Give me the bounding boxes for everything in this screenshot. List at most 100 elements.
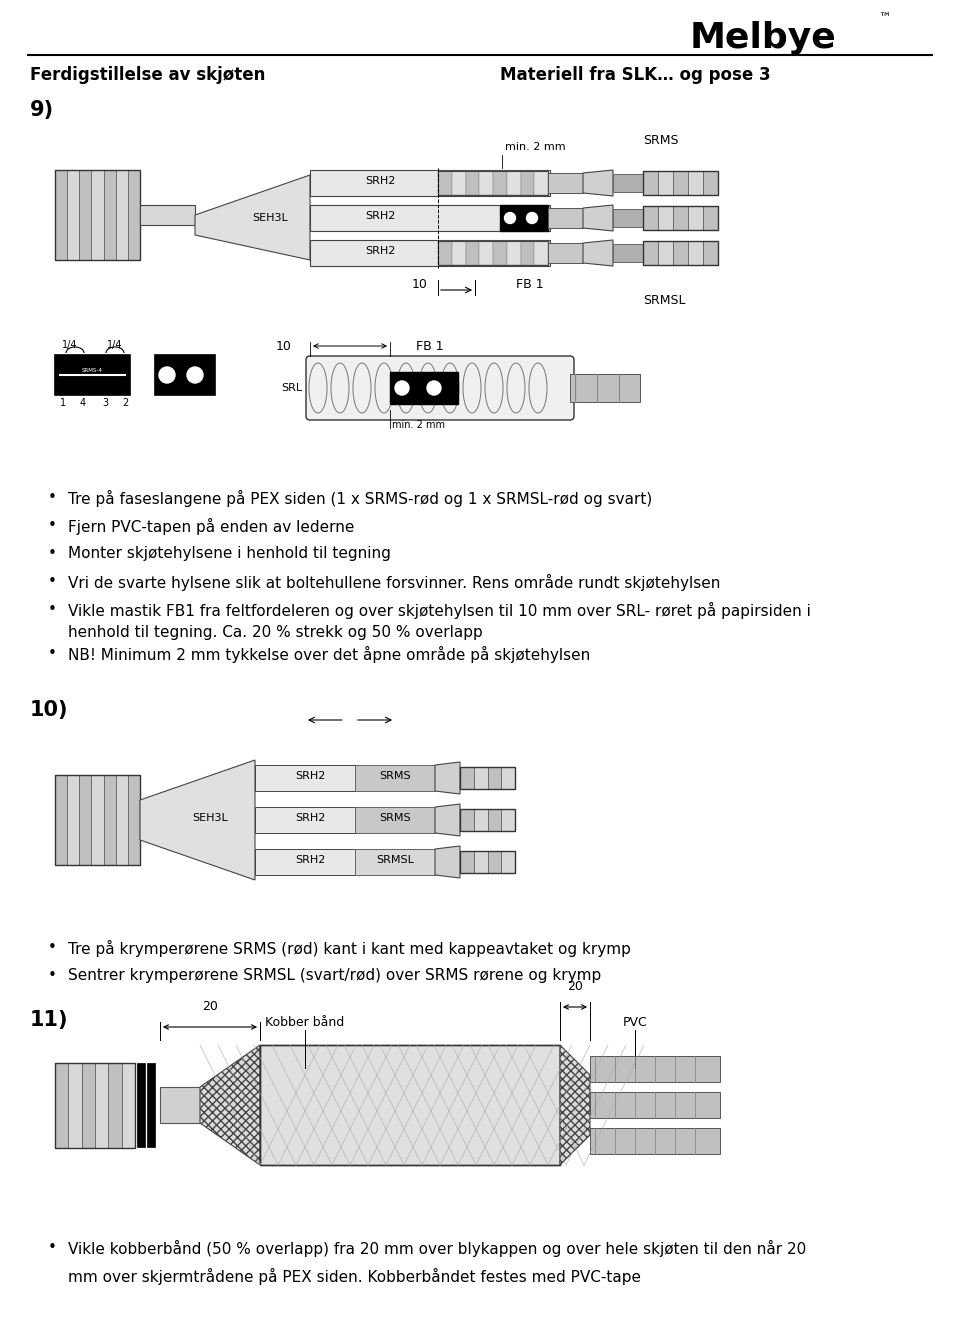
- Bar: [460, 809, 515, 831]
- Bar: [55, 775, 67, 865]
- Bar: [155, 356, 215, 395]
- Text: •: •: [48, 490, 57, 506]
- Bar: [658, 242, 673, 265]
- Text: FB 1: FB 1: [516, 277, 543, 291]
- Bar: [95, 1063, 108, 1148]
- Bar: [137, 1063, 145, 1147]
- Bar: [488, 809, 501, 831]
- Bar: [548, 173, 583, 192]
- Bar: [479, 171, 493, 195]
- Bar: [501, 851, 515, 873]
- Bar: [80, 170, 91, 260]
- Polygon shape: [583, 240, 613, 265]
- Text: •: •: [48, 967, 57, 983]
- Text: Materiell fra SLK… og pose 3: Materiell fra SLK… og pose 3: [500, 66, 771, 84]
- Text: Vri de svarte hylsene slik at boltehullene forsvinner. Rens område rundt skjøteh: Vri de svarte hylsene slik at boltehulle…: [68, 575, 720, 591]
- Bar: [67, 775, 80, 865]
- Text: PVC: PVC: [623, 1015, 647, 1028]
- Text: 4: 4: [80, 398, 86, 407]
- Text: 20: 20: [567, 981, 583, 993]
- Circle shape: [395, 381, 409, 395]
- Text: Monter skjøtehylsene i henhold til tegning: Monter skjøtehylsene i henhold til tegni…: [68, 545, 391, 561]
- Bar: [688, 242, 703, 265]
- Text: SRMS: SRMS: [379, 813, 411, 823]
- Polygon shape: [435, 762, 460, 794]
- Bar: [91, 170, 104, 260]
- Text: •: •: [48, 575, 57, 589]
- Bar: [673, 242, 688, 265]
- Bar: [260, 1044, 560, 1165]
- Circle shape: [526, 212, 538, 223]
- Bar: [643, 206, 718, 230]
- Polygon shape: [140, 760, 255, 880]
- Bar: [68, 1063, 82, 1148]
- Bar: [310, 170, 550, 196]
- Polygon shape: [583, 204, 613, 231]
- Text: SRH2: SRH2: [295, 813, 325, 823]
- Text: 11): 11): [30, 1010, 68, 1030]
- Bar: [535, 242, 548, 265]
- Text: SRL: SRL: [281, 384, 302, 393]
- Bar: [643, 171, 658, 195]
- Bar: [460, 851, 473, 873]
- Text: 1: 1: [60, 398, 66, 407]
- Bar: [55, 170, 67, 260]
- Bar: [613, 174, 643, 192]
- Text: •: •: [48, 545, 57, 561]
- Text: SEH3L: SEH3L: [252, 214, 288, 223]
- Text: Vikle kobberbånd (50 % overlapp) fra 20 mm over blykappen og over hele skjøten t: Vikle kobberbånd (50 % overlapp) fra 20 …: [68, 1239, 806, 1257]
- Bar: [703, 206, 718, 230]
- Circle shape: [505, 212, 516, 223]
- Bar: [460, 767, 515, 790]
- Bar: [452, 171, 466, 195]
- Bar: [488, 851, 501, 873]
- Text: Tre på faseslangene på PEX siden (1 x SRMS-rød og 1 x SRMSL-rød og svart): Tre på faseslangene på PEX siden (1 x SR…: [68, 490, 652, 507]
- Bar: [703, 242, 718, 265]
- Polygon shape: [435, 804, 460, 836]
- Bar: [473, 851, 488, 873]
- Circle shape: [159, 368, 175, 384]
- Bar: [658, 206, 673, 230]
- Bar: [310, 240, 550, 265]
- Bar: [260, 1044, 560, 1165]
- Bar: [108, 1063, 122, 1148]
- Polygon shape: [195, 175, 310, 260]
- Text: FB 1: FB 1: [417, 340, 444, 353]
- Bar: [473, 809, 488, 831]
- Bar: [438, 171, 548, 195]
- Bar: [643, 242, 718, 265]
- Bar: [548, 243, 583, 263]
- Text: 10: 10: [412, 277, 428, 291]
- Bar: [128, 775, 140, 865]
- Text: henhold til tegning. Ca. 20 % strekk og 50 % overlapp: henhold til tegning. Ca. 20 % strekk og …: [68, 625, 483, 640]
- Text: SRH2: SRH2: [365, 245, 396, 256]
- Text: SRMS-4: SRMS-4: [82, 368, 103, 373]
- Bar: [590, 1128, 720, 1154]
- Text: SRH2: SRH2: [365, 176, 396, 186]
- Bar: [255, 849, 435, 874]
- Bar: [460, 851, 515, 873]
- Bar: [438, 242, 548, 265]
- Bar: [452, 242, 466, 265]
- Text: Melbye: Melbye: [690, 21, 837, 54]
- Bar: [55, 775, 140, 865]
- Text: ™: ™: [878, 12, 891, 24]
- Text: 3: 3: [102, 398, 108, 407]
- Polygon shape: [435, 847, 460, 878]
- Polygon shape: [583, 170, 613, 196]
- Bar: [390, 372, 458, 403]
- Text: SRMSL: SRMSL: [643, 293, 685, 307]
- Bar: [128, 170, 140, 260]
- Text: min. 2 mm: min. 2 mm: [392, 421, 445, 430]
- Text: •: •: [48, 940, 57, 955]
- Bar: [520, 171, 535, 195]
- Bar: [479, 242, 493, 265]
- FancyBboxPatch shape: [306, 356, 574, 421]
- Text: Kobber bånd: Kobber bånd: [265, 1015, 345, 1028]
- Bar: [535, 171, 548, 195]
- Bar: [643, 242, 658, 265]
- Bar: [703, 171, 718, 195]
- Text: mm over skjermtrådene på PEX siden. Kobberbåndet festes med PVC-tape: mm over skjermtrådene på PEX siden. Kobb…: [68, 1269, 641, 1285]
- Bar: [570, 374, 640, 402]
- Text: SEH3L: SEH3L: [192, 813, 228, 823]
